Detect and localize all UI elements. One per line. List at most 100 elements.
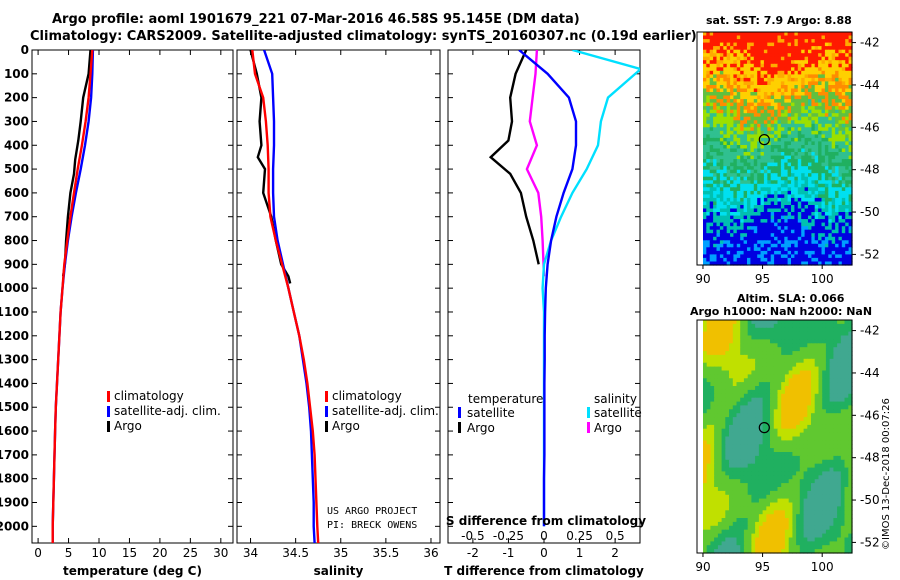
map-cell [831,183,836,188]
map-cell [835,130,840,135]
map-cell [730,120,735,125]
map-cell [747,85,751,90]
map-cell [710,354,715,360]
map-cell [743,448,749,453]
map-cell [757,120,762,125]
map-cell [811,159,816,164]
map-cell [844,386,849,391]
map-cell [784,180,789,185]
map-cell [848,401,853,407]
map-cell [803,424,808,430]
map-cell [726,123,731,128]
map-cell [814,424,819,430]
map-cell [750,60,755,65]
map-cell [797,81,802,86]
map-cell [743,60,748,65]
map-cell [757,141,762,146]
map-cell [743,145,748,150]
map-cell [777,440,782,445]
map-cell [740,240,745,245]
map-cell [829,483,834,488]
map-cell [747,401,752,407]
map-cell [811,123,816,128]
map-cell [796,428,801,434]
map-cell [703,448,708,453]
map-cell [753,99,758,104]
map-cell [777,432,782,438]
map-cell [750,63,755,68]
map-cell [787,180,792,185]
map-cell [841,205,846,210]
map-cell [794,197,799,202]
map-cell [791,162,795,167]
map-cell [753,219,758,224]
map-cell [770,452,775,457]
map-cell [838,130,843,135]
map-cell [840,335,846,340]
map-cell [743,467,749,473]
map-cell [835,243,840,248]
map-cell [706,487,711,492]
map-cell [713,152,718,157]
map-cell [760,247,765,252]
map-cell [703,247,707,252]
map-cell [803,455,808,461]
map-cell [825,362,831,368]
map-cell [835,67,840,72]
map-cell [773,471,779,476]
map-cell [824,212,829,217]
map-cell [841,63,846,68]
map-cell [747,152,751,157]
map-cell [755,343,760,348]
map-cell [841,247,846,252]
map-cell [774,116,779,121]
map-cell [717,444,723,449]
map-cell [762,475,767,480]
map-cell [796,339,801,344]
map-cell [808,32,812,37]
map-cell [762,424,767,430]
map-cell [844,401,849,407]
map-cell [760,152,765,157]
map-cell [760,99,765,104]
map-cell [767,247,772,252]
map-cell [723,176,728,181]
map-cell [814,354,819,360]
map-cell [773,339,779,344]
map-cell [825,459,831,465]
x-tick-label: 34 [243,546,258,560]
map-cell [838,123,843,128]
map-cell [791,53,795,58]
map-cell [814,56,819,61]
map-cell [801,229,806,234]
map-cell [828,176,833,181]
map-cell [763,243,768,248]
map-cell [743,393,749,399]
map-cell [784,413,790,418]
map-cell [848,475,853,480]
map-cell [713,113,718,118]
map-cell [824,123,829,128]
map-cell [710,351,715,356]
legend-swatch [107,391,110,402]
map-cell [703,130,707,135]
map-cell [801,130,806,135]
map-cell [841,187,846,192]
map-cell [799,428,805,434]
map-cell [780,42,785,47]
map-cell [818,389,823,395]
map-cell [770,109,775,114]
map-cell [713,201,718,206]
map-cell [763,180,768,185]
map-cell [840,370,846,375]
map-cell [763,229,768,234]
map-cell [760,56,765,61]
map-cell [811,148,816,153]
map-cell [804,226,809,231]
map-cell [801,222,806,227]
map-cell [841,127,846,132]
map-cell [760,67,765,72]
map-cell [767,166,772,171]
map-cell [747,159,751,164]
map-cell [788,479,793,484]
